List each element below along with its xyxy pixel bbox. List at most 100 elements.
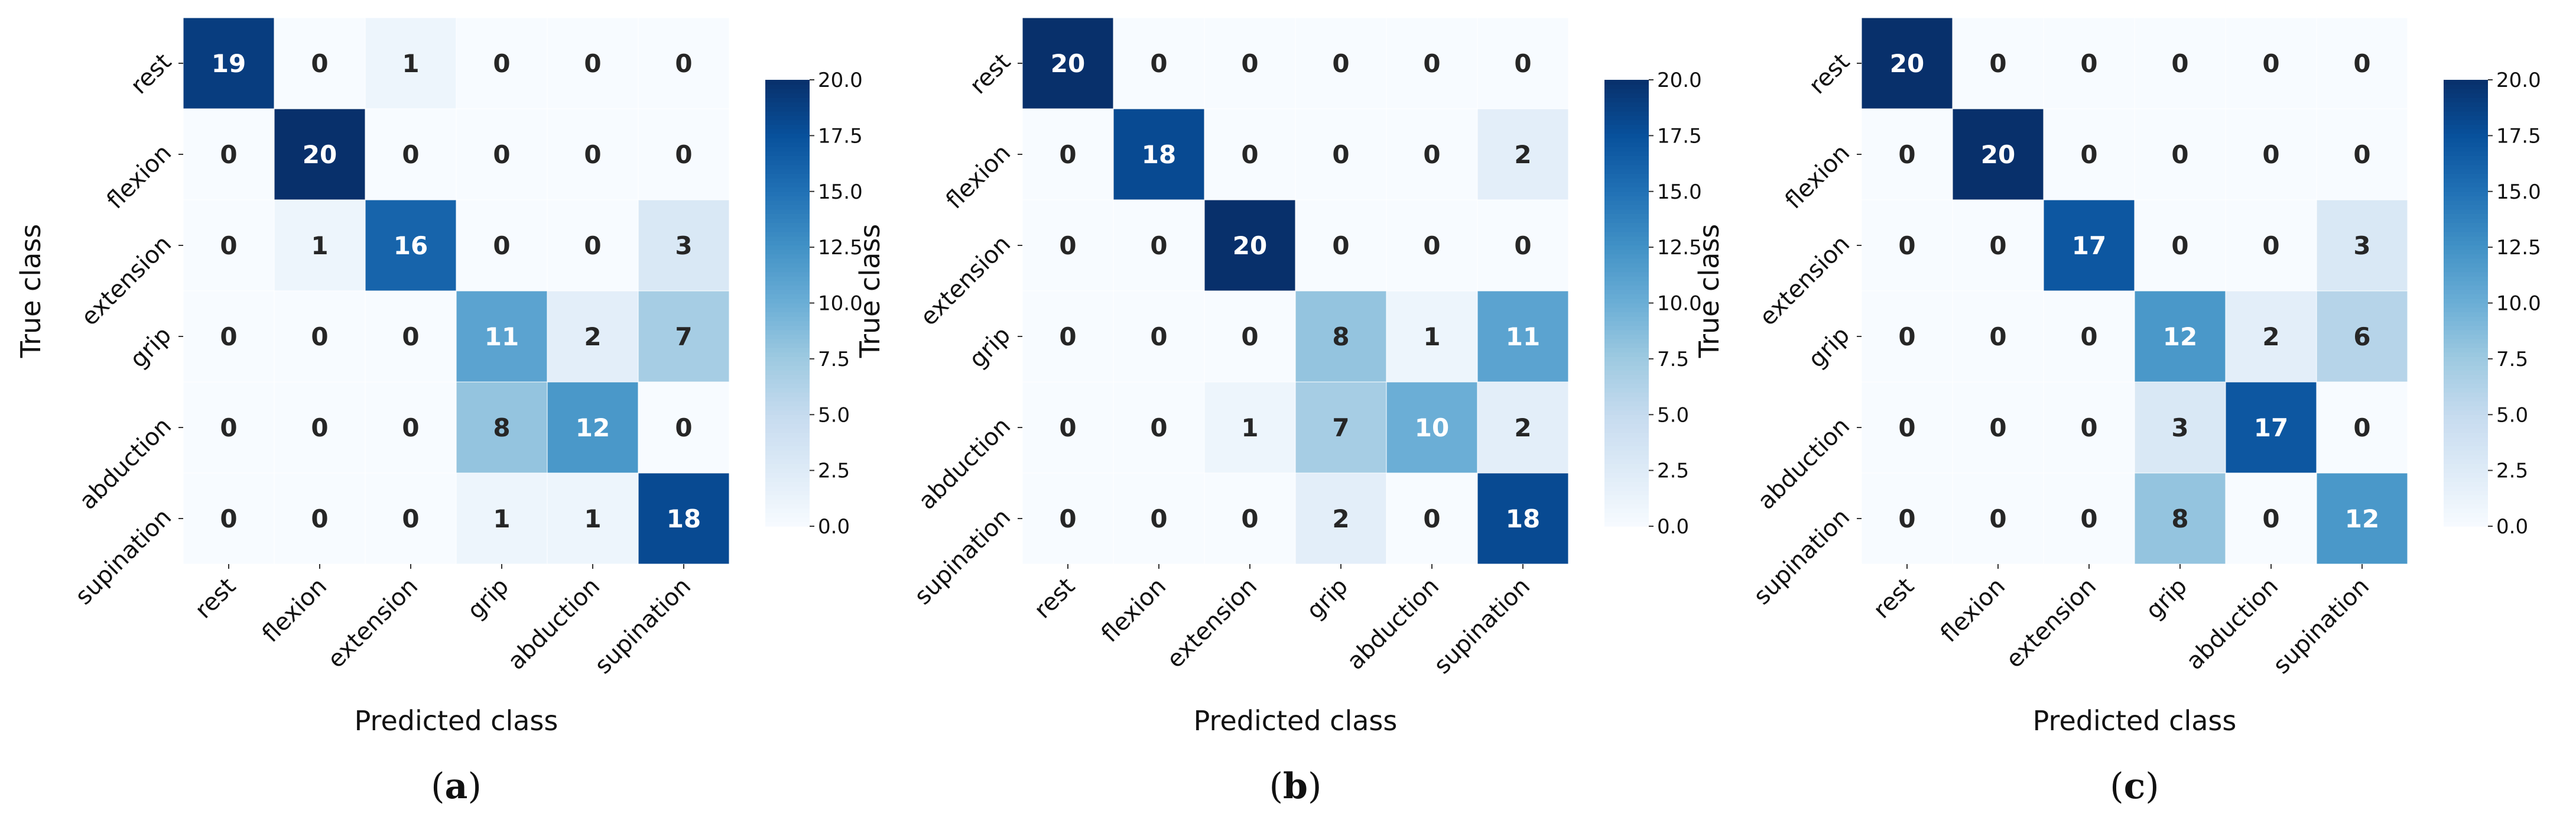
colorbar-segment — [1604, 156, 1649, 161]
cell-value-label: 3 — [2171, 413, 2188, 442]
colorbar-segment — [2444, 102, 2488, 107]
heatmap-cell — [1952, 381, 2044, 474]
colorbar-segment — [1604, 352, 1649, 357]
colorbar-segment — [2444, 378, 2488, 384]
heatmap-cell — [274, 17, 366, 109]
colorbar-segment — [2444, 459, 2488, 464]
colorbar-segment — [765, 320, 810, 326]
cell-value-label: 0 — [1898, 140, 1915, 169]
y-tick-label: supination — [70, 504, 177, 610]
cell-value-label: 0 — [220, 322, 237, 351]
colorbar-segment — [765, 119, 810, 125]
colorbar-tick-label: 17.5 — [2496, 124, 2541, 148]
colorbar-segment — [765, 156, 810, 161]
colorbar-segment — [765, 227, 810, 232]
colorbar-segment — [765, 517, 810, 523]
colorbar-segment — [1604, 374, 1649, 380]
x-tick-label: supination — [590, 573, 696, 679]
colorbar-segment — [2444, 387, 2488, 393]
colorbar-tick-label: 0.0 — [818, 515, 850, 539]
heatmap-cell — [1295, 381, 1387, 474]
cell-value-label: 0 — [1059, 231, 1076, 260]
colorbar-segment — [2444, 325, 2488, 331]
colorbar-segment — [765, 102, 810, 107]
colorbar-tick-label: 15.0 — [818, 180, 863, 204]
colorbar-segment — [765, 218, 810, 223]
colorbar-segment — [1604, 119, 1649, 125]
colorbar-segment — [1604, 312, 1649, 317]
colorbar-segment — [1604, 196, 1649, 201]
heatmap-cell — [1952, 290, 2044, 383]
colorbar-segment — [1604, 169, 1649, 174]
colorbar-segment — [1604, 370, 1649, 375]
colorbar-segment — [765, 138, 810, 143]
colorbar-tick-label: 15.0 — [1657, 180, 1702, 204]
colorbar-segment — [1604, 298, 1649, 304]
heatmap-cell — [183, 199, 275, 291]
heatmap-cell — [456, 17, 548, 109]
cell-value-label: 0 — [402, 322, 419, 351]
colorbar-segment — [765, 378, 810, 384]
colorbar-segment — [2444, 490, 2488, 495]
colorbar-segment — [2444, 258, 2488, 264]
colorbar-segment — [1604, 427, 1649, 433]
colorbar-segment — [2444, 468, 2488, 473]
colorbar-segment — [765, 245, 810, 250]
colorbar-segment — [1604, 423, 1649, 429]
colorbar-segment — [1604, 419, 1649, 424]
colorbar-segment — [2444, 499, 2488, 504]
colorbar-segment — [765, 486, 810, 491]
colorbar-segment — [765, 263, 810, 268]
colorbar-segment — [2444, 285, 2488, 290]
cell-value-label: 0 — [584, 49, 601, 78]
colorbar-segment — [765, 298, 810, 304]
colorbar-segment — [2444, 106, 2488, 112]
colorbar-segment — [2444, 236, 2488, 241]
heatmap-cell — [183, 108, 275, 200]
cell-value-label: 2 — [2262, 322, 2279, 351]
cell-value-label: 8 — [2171, 504, 2188, 533]
cell-value-label: 6 — [2353, 322, 2370, 351]
heatmap-cell — [2225, 472, 2317, 565]
cell-value-label: 2 — [584, 322, 601, 351]
heatmap-cell — [2134, 199, 2226, 291]
colorbar-segment — [765, 254, 810, 259]
colorbar-segment — [765, 446, 810, 451]
heatmap-cell — [547, 199, 639, 291]
colorbar-segment — [2444, 271, 2488, 277]
colorbar-segment — [1604, 89, 1649, 94]
cell-value-label: 1 — [1423, 322, 1440, 351]
colorbar-segment — [2444, 513, 2488, 518]
colorbar-segment — [2444, 142, 2488, 147]
colorbar-segment — [765, 191, 810, 196]
heatmap-cell — [274, 108, 366, 200]
colorbar-segment — [2444, 89, 2488, 94]
cell-value-label: 0 — [493, 140, 510, 169]
colorbar-segment — [765, 222, 810, 228]
colorbar-segment — [765, 115, 810, 121]
heatmap-cell — [2225, 290, 2317, 383]
heatmap-cell — [1952, 17, 2044, 109]
heatmap-cell — [1861, 108, 1953, 200]
caption-letter: a — [445, 766, 468, 807]
cell-value-label: 0 — [675, 140, 692, 169]
heatmap-cell — [638, 17, 730, 109]
cell-value-label: 0 — [220, 504, 237, 533]
colorbar-segment — [1604, 138, 1649, 143]
heatmap-cell — [1861, 17, 1953, 109]
cell-value-label: 18 — [667, 504, 701, 533]
colorbar-tick-label: 17.5 — [1657, 124, 1702, 148]
cell-value-label: 0 — [2171, 140, 2188, 169]
cell-value-label: 0 — [1989, 504, 2006, 533]
colorbar-segment — [2444, 414, 2488, 420]
colorbar-segment — [765, 200, 810, 205]
y-tick-label: abduction — [1753, 413, 1855, 515]
colorbar-segment — [765, 80, 810, 85]
colorbar-segment — [1604, 325, 1649, 331]
cell-value-label: 0 — [2353, 140, 2370, 169]
y-tick-label: grip — [964, 322, 1016, 374]
colorbar-segment — [765, 352, 810, 357]
colorbar-segment — [1604, 80, 1649, 85]
colorbar-segment — [1604, 468, 1649, 473]
caption-paren-close: ) — [467, 766, 481, 807]
